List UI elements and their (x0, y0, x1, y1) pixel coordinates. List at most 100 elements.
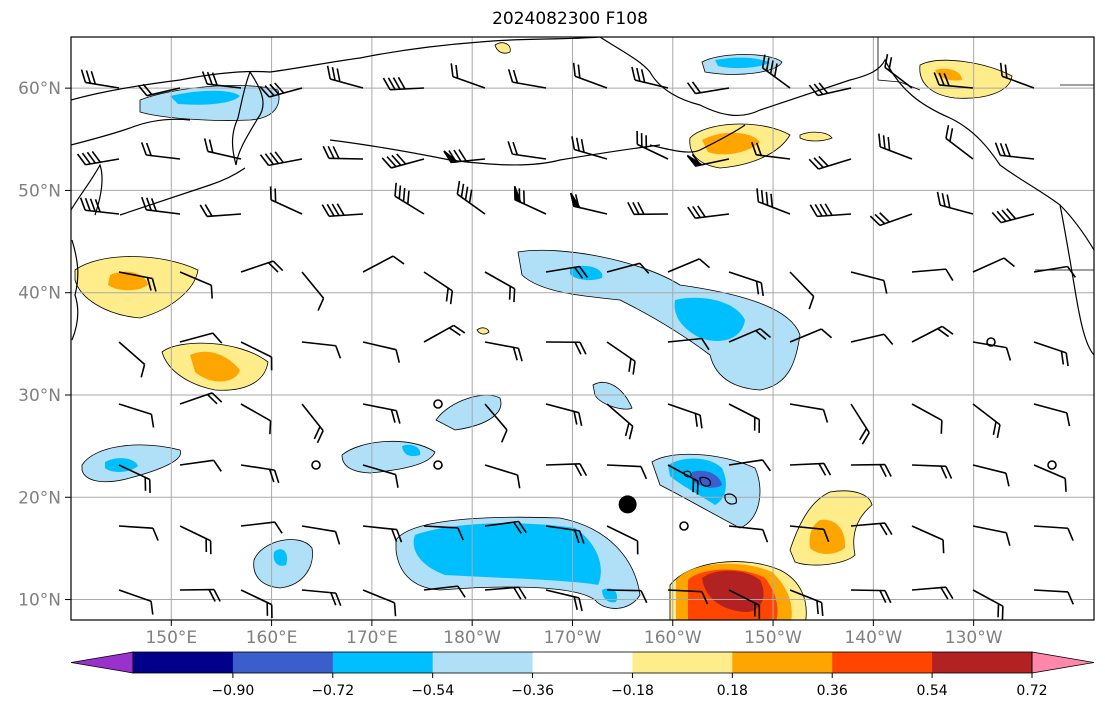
wind-barb (728, 589, 761, 619)
map-title: 2024082300 F108 (492, 9, 648, 29)
colorbar-tick-label: −0.36 (511, 683, 554, 699)
wind-barb (259, 82, 303, 98)
wind-barb (240, 521, 283, 534)
lon-tick-label: 180°W (443, 628, 501, 648)
lon-tick-label: 150°E (145, 628, 197, 648)
coastline-hawaii-1 (699, 476, 711, 487)
colorbar-tick-label: 0.54 (917, 683, 948, 699)
wind-barb (1033, 525, 1074, 541)
wind-barb (761, 54, 791, 89)
lat-tick-label: 40°N (18, 284, 61, 304)
wind-barb (443, 149, 486, 164)
coastline-kuril (119, 167, 246, 216)
wind-barb (667, 464, 699, 495)
neg-region-central (517, 249, 801, 391)
wind-barb (972, 257, 1015, 273)
wind-barb (423, 271, 454, 305)
wind-barb (991, 208, 1035, 224)
wind-barb (972, 403, 1001, 439)
wind-barb (179, 588, 221, 602)
wind-barb (484, 464, 521, 489)
wind-barb (667, 258, 711, 273)
wind-barb (240, 260, 284, 273)
wind-barb (789, 271, 815, 310)
wind-barb (484, 586, 527, 600)
wind-barb (789, 589, 824, 616)
lon-tick-label: 170°W (544, 628, 602, 648)
lon-tick-label: 160°E (246, 628, 298, 648)
lon-tick-label: 140°W (844, 628, 902, 648)
wind-barb (933, 72, 974, 89)
wind-barb (571, 136, 608, 160)
wind-barb (240, 403, 272, 435)
axis-ticks: 10°N 20°N 30°N 40°N 50°N 60°N 150°E 160°E 170°E 1… (18, 79, 1003, 648)
wind-barb (179, 459, 222, 472)
wind-barb (1033, 403, 1071, 427)
wind-barb (137, 83, 181, 97)
calm-circle (433, 399, 443, 409)
wind-barb (728, 327, 772, 343)
wind-barb (878, 133, 913, 160)
wind-barb (667, 589, 709, 605)
calm-circle (311, 460, 321, 470)
wind-barb (382, 76, 425, 91)
wind-barb (545, 525, 585, 544)
colorbar-tick-label: −0.18 (611, 683, 654, 699)
wind-barb (972, 525, 1011, 546)
location-marker (618, 495, 637, 514)
lon-tick-label: 150°W (744, 628, 802, 648)
wind-barb (911, 525, 945, 554)
calm-circle (1047, 460, 1057, 470)
wind-barb (545, 265, 589, 279)
wind-barb (728, 525, 769, 543)
wind-barb (179, 332, 223, 344)
wind-barb (911, 403, 943, 434)
coastlines (71, 37, 1094, 505)
wind-barb (423, 585, 466, 598)
anomaly-contours (74, 42, 1013, 620)
wind-barb (179, 392, 223, 405)
wind-barb (789, 403, 829, 423)
pos-core-gulf (935, 68, 962, 81)
coastline-siberia (71, 37, 601, 101)
wind-barb (240, 341, 273, 371)
wind-barb (687, 205, 730, 219)
wind-barb (545, 403, 583, 426)
wind-barb (423, 525, 464, 541)
wind-barb (994, 142, 1035, 160)
wind-barb (179, 525, 212, 555)
wind-barb (507, 141, 547, 160)
wind-barb (686, 153, 730, 167)
wind-barb (627, 201, 669, 216)
calm-circle (433, 460, 443, 470)
wind-barb (362, 464, 399, 488)
wind-barb (322, 145, 364, 160)
calm-circle (986, 337, 996, 347)
wind-barb (911, 464, 953, 479)
wind-barb (362, 403, 401, 424)
wind-barb (667, 403, 703, 429)
wind-barb (326, 65, 364, 89)
wind-barb (606, 341, 636, 375)
colorbar-band (832, 652, 933, 673)
wind-barb (118, 271, 157, 292)
pos-core-alaska (702, 132, 760, 155)
wind-barb (850, 333, 894, 346)
wind-barb (362, 341, 401, 363)
colorbar-extend-low (70, 651, 134, 674)
wind-barb (240, 464, 280, 484)
wind-barb (484, 403, 508, 443)
pos-region-top-1 (494, 42, 511, 54)
wind-barb (606, 589, 648, 604)
wind-barb (381, 153, 425, 169)
calm-circle (679, 521, 689, 531)
neg-region-mid-1 (592, 382, 633, 410)
wind-barb (572, 62, 608, 89)
neg-core-central (674, 297, 745, 341)
neg-core-kamchatka (170, 90, 240, 105)
neg-core-south (413, 523, 601, 585)
colorbar-band (432, 652, 534, 673)
wind-barb (728, 403, 761, 433)
lat-tick-label: 30°N (18, 386, 61, 406)
